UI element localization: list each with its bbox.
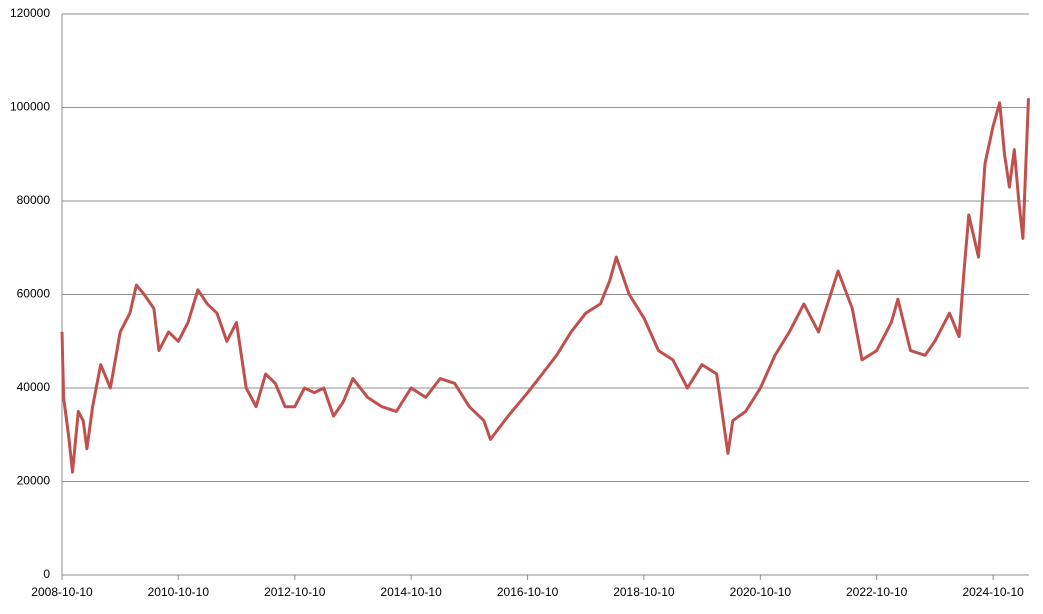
x-tick-label: 2008-10-10	[31, 585, 93, 599]
x-tick-label: 2018-10-10	[613, 585, 675, 599]
y-tick-label: 80000	[17, 193, 51, 207]
x-tick-label: 2020-10-10	[730, 585, 792, 599]
x-tick-label: 2022-10-10	[846, 585, 908, 599]
x-tick-label: 2016-10-10	[497, 585, 559, 599]
y-tick-label: 100000	[10, 100, 50, 114]
x-tick-label: 2014-10-10	[380, 585, 442, 599]
y-tick-label: 120000	[10, 6, 50, 20]
y-tick-label: 0	[43, 567, 50, 581]
x-tick-label: 2024-10-10	[962, 585, 1024, 599]
y-tick-label: 20000	[17, 474, 51, 488]
y-tick-label: 40000	[17, 380, 51, 394]
x-tick-label: 2010-10-10	[148, 585, 210, 599]
x-tick-label: 2012-10-10	[264, 585, 326, 599]
data-line	[60, 98, 1030, 474]
y-tick-label: 60000	[17, 287, 51, 301]
